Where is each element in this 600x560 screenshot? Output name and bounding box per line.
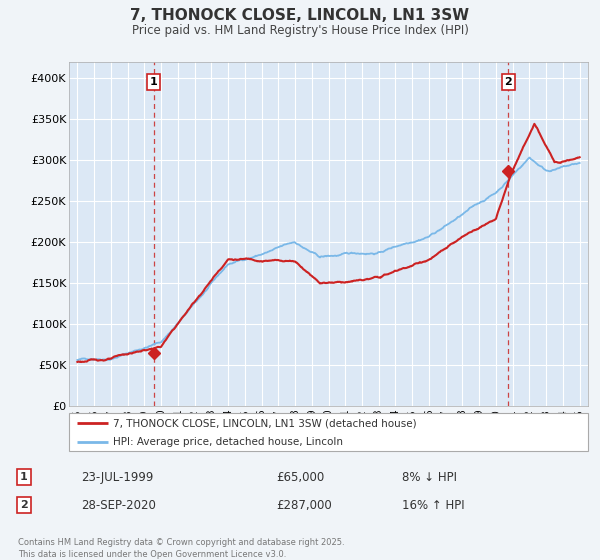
Text: 16% ↑ HPI: 16% ↑ HPI (402, 498, 464, 512)
Text: HPI: Average price, detached house, Lincoln: HPI: Average price, detached house, Linc… (113, 437, 343, 447)
Text: 7, THONOCK CLOSE, LINCOLN, LN1 3SW: 7, THONOCK CLOSE, LINCOLN, LN1 3SW (130, 8, 470, 24)
Text: 2: 2 (505, 77, 512, 87)
Text: 1: 1 (149, 77, 157, 87)
Text: 28-SEP-2020: 28-SEP-2020 (81, 498, 156, 512)
Text: £287,000: £287,000 (276, 498, 332, 512)
Text: 8% ↓ HPI: 8% ↓ HPI (402, 470, 457, 484)
Text: 1: 1 (20, 472, 28, 482)
Text: 7, THONOCK CLOSE, LINCOLN, LN1 3SW (detached house): 7, THONOCK CLOSE, LINCOLN, LN1 3SW (deta… (113, 418, 417, 428)
Text: £65,000: £65,000 (276, 470, 324, 484)
Text: 2: 2 (20, 500, 28, 510)
Text: Price paid vs. HM Land Registry's House Price Index (HPI): Price paid vs. HM Land Registry's House … (131, 24, 469, 36)
FancyBboxPatch shape (69, 413, 588, 451)
Text: Contains HM Land Registry data © Crown copyright and database right 2025.
This d: Contains HM Land Registry data © Crown c… (18, 538, 344, 559)
Text: 23-JUL-1999: 23-JUL-1999 (81, 470, 154, 484)
